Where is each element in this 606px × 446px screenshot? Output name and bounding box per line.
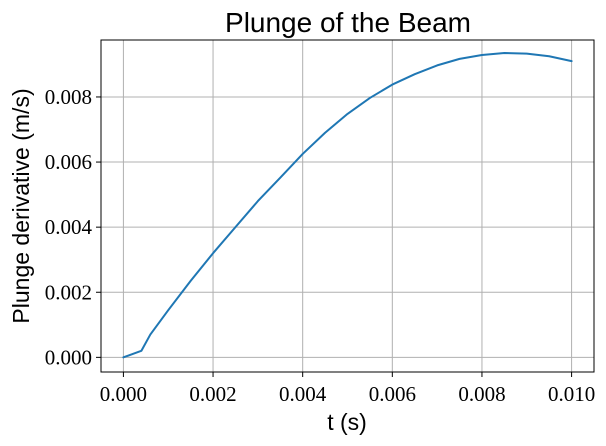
x-tick-label: 0.010 (548, 382, 595, 406)
x-tick-label: 0.008 (458, 382, 505, 406)
grid (101, 40, 594, 372)
series-layer (122, 52, 573, 359)
series-line-0 (122, 52, 573, 359)
y-axis-label: Plunge derivative (m/s) (8, 88, 34, 323)
y-tick-label: 0.006 (45, 150, 92, 174)
x-tick-label: 0.002 (189, 382, 236, 406)
plot-frame (100, 39, 595, 373)
y-tick-label: 0.004 (45, 215, 93, 239)
chart-title: Plunge of the Beam (225, 7, 471, 38)
x-tick-label: 0.004 (279, 382, 327, 406)
x-axis-label: t (s) (327, 409, 367, 435)
x-tick-label: 0.006 (369, 382, 416, 406)
x-tick-label: 0.000 (100, 382, 147, 406)
y-tick-label: 0.008 (45, 85, 92, 109)
y-tick-label: 0.000 (45, 345, 92, 369)
axis-ticks: 0.000 0.002 0.004 0.006 0.008 0.010 0.000 0.002… (45, 85, 595, 406)
y-tick-label: 0.002 (45, 280, 92, 304)
